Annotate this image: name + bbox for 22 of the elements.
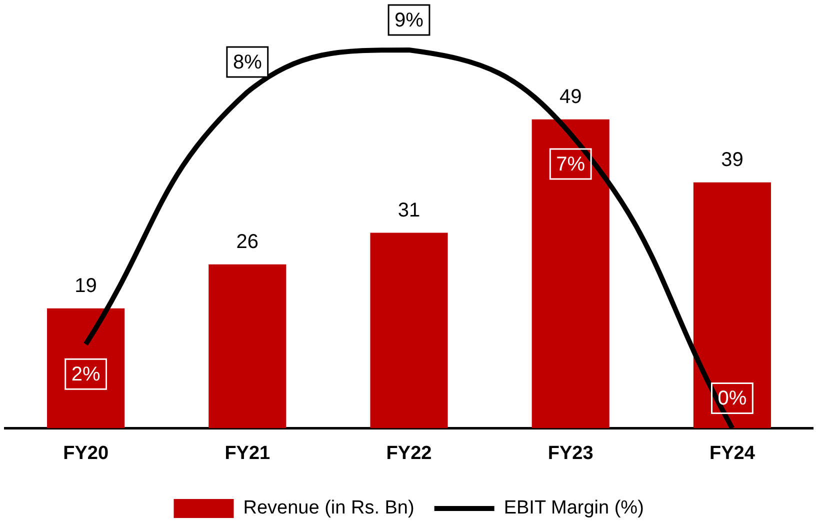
data-label: 31	[398, 199, 420, 222]
data-label: 19	[74, 274, 97, 297]
legend-label: Revenue (in Rs. Bn)	[243, 498, 414, 519]
x-tick-label: FY24	[709, 442, 756, 464]
x-tick-label: FY20	[63, 442, 109, 464]
data-label: 39	[721, 148, 744, 171]
data-label: 49	[559, 86, 582, 108]
x-tick-label: FY21	[224, 442, 271, 464]
legend-label: EBIT Margin (%)	[504, 498, 644, 519]
data-label: 9%	[394, 10, 424, 32]
data-label: 2%	[71, 364, 100, 386]
data-label: 26	[236, 230, 259, 253]
data-label: 7%	[556, 154, 586, 176]
data-label: 8%	[232, 52, 262, 74]
bar	[693, 182, 771, 428]
data-label: 0%	[718, 388, 747, 410]
bar	[208, 264, 286, 428]
x-tick-label: FY23	[548, 442, 594, 464]
bar	[370, 232, 448, 428]
x-tick-label: FY22	[386, 442, 432, 464]
bar	[532, 119, 610, 428]
bar	[47, 308, 125, 428]
